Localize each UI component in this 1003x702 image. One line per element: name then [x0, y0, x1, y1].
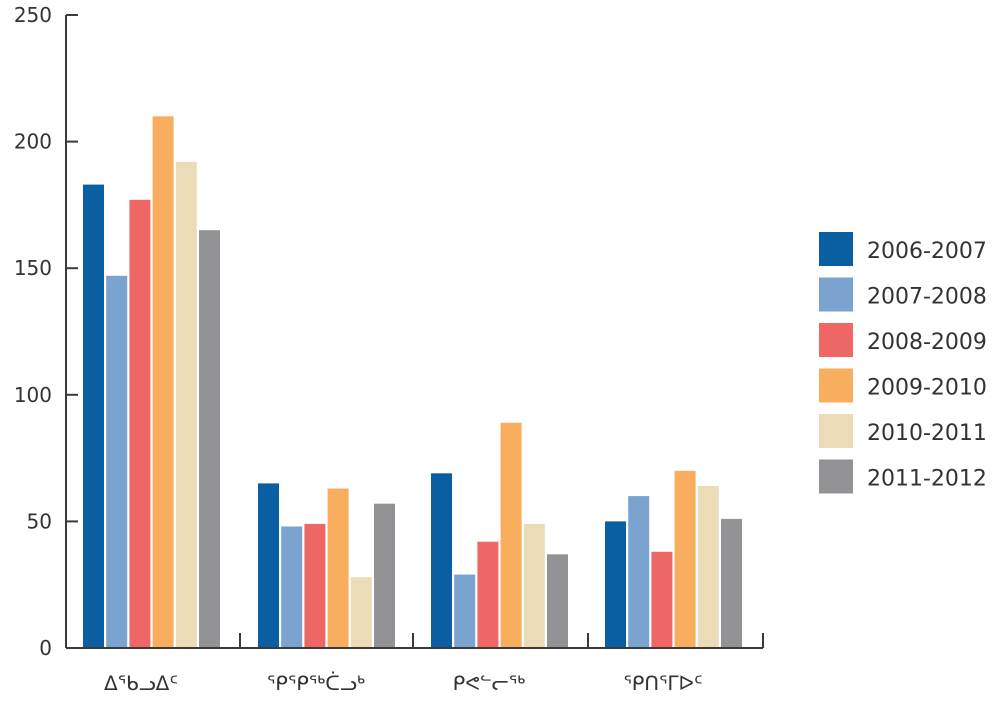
y-tick-label: 0	[39, 636, 52, 660]
bar-2006-2007-2	[258, 483, 279, 648]
legend: 2006-2007 2007-2008 2008-2009 2009-2010 2010…	[819, 232, 987, 494]
bar-2006-2007-1	[83, 184, 104, 648]
bar-2011-2012-2	[374, 503, 395, 648]
x-category-label: ᑭᕙᓪᓕᖅ	[453, 671, 526, 695]
bar-2011-2012-4	[721, 518, 742, 648]
y-tick-label: 200	[14, 130, 52, 154]
bar-2007-2008-4	[628, 496, 650, 648]
bar-2007-2008-2	[281, 526, 303, 648]
legend-label: 2008-2009	[867, 330, 987, 355]
bar-2010-2011-3	[523, 523, 545, 648]
legend-swatch	[819, 368, 853, 403]
y-tick-label: 50	[27, 509, 52, 533]
legend-swatch	[819, 459, 853, 494]
bar-2008-2009-1	[129, 199, 151, 649]
legend-swatch	[819, 277, 853, 312]
legend-label: 2007-2008	[867, 285, 987, 310]
bar-2010-2011-2	[350, 577, 372, 648]
legend-label: 2009-2010	[867, 376, 987, 401]
x-category-label: ᕿᕿᖅᑖᓗᒃ	[267, 671, 365, 695]
y-tick-label: 250	[14, 3, 52, 27]
bar-2006-2007-4	[605, 521, 626, 648]
bar-2011-2012-3	[547, 554, 568, 648]
x-category-label: ᕿᑎᕐᒥᐅᑦ	[623, 671, 702, 695]
bar-2010-2011-4	[697, 486, 719, 648]
bar-2007-2008-3	[454, 574, 476, 648]
legend-swatch	[819, 414, 853, 448]
legend-label: 2010-2011	[867, 421, 987, 446]
y-tick-label: 150	[14, 256, 52, 280]
axes-layer	[65, 14, 764, 649]
bar-2008-2009-3	[477, 541, 499, 648]
bar-2007-2008-1	[106, 275, 128, 648]
bar-2006-2007-3	[431, 473, 452, 648]
bar-2008-2009-4	[651, 551, 673, 648]
labels-layer: 0 50 100 150 200 250 ᐃᖃᓗᐃᑦ ᕿᕿᖅᑖᓗᒃ ᑭᕙᓪᓕᖅ ᕿᑎᕐᒥᐅᑦ	[14, 3, 703, 695]
bar-2011-2012-1	[199, 230, 220, 648]
x-category-label: ᐃᖃᓗᐃᑦ	[104, 671, 178, 695]
legend-swatch	[819, 323, 853, 357]
bar-2010-2011-1	[175, 161, 197, 648]
bar-2009-2010-1	[152, 116, 174, 649]
bar-2009-2010-2	[327, 488, 349, 648]
bar-2008-2009-2	[304, 523, 326, 648]
legend-label: 2011-2012	[867, 467, 987, 492]
y-tick-label: 100	[14, 383, 52, 407]
bar-2009-2010-3	[500, 422, 522, 648]
legend-label: 2006-2007	[867, 239, 987, 264]
legend-swatch	[819, 232, 853, 266]
bar-2009-2010-4	[674, 470, 696, 648]
bars-layer	[83, 116, 742, 649]
